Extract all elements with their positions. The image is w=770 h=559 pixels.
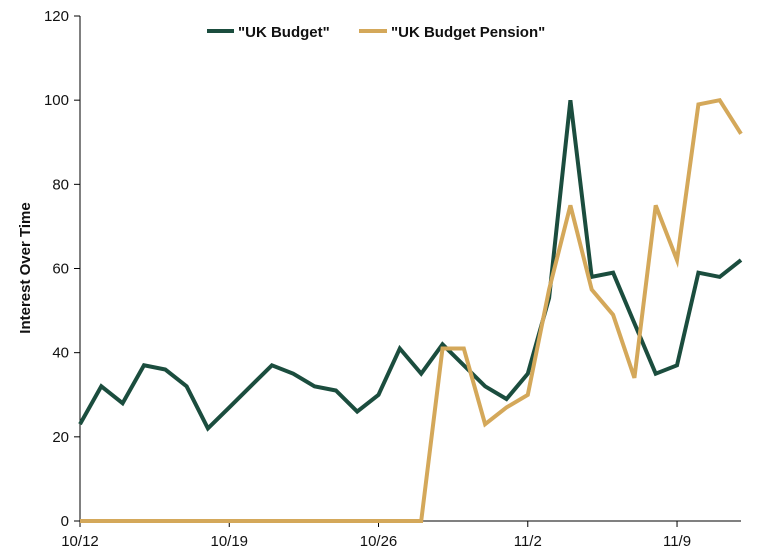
y-tick-label: 20: [52, 429, 69, 446]
y-tick-label: 40: [52, 345, 69, 362]
y-tick-label: 60: [52, 261, 69, 278]
legend-label-uk-budget: "UK Budget": [238, 24, 330, 41]
axes: [79, 16, 741, 522]
x-tick-label: 11/2: [514, 533, 542, 550]
legend-label-uk-budget-pension: "UK Budget Pension": [391, 24, 545, 41]
x-tick-label: 10/26: [360, 533, 398, 550]
y-tick-label: 120: [44, 8, 69, 25]
y-ticks: 0 20 40 60 80 100 120: [44, 8, 80, 530]
y-tick-label: 100: [44, 92, 69, 109]
x-ticks: 10/12 10/19 10/26 11/2 11/9: [61, 521, 691, 550]
x-tick-label: 10/12: [61, 533, 99, 550]
series-line-0: [78, 99, 743, 432]
y-tick-label: 80: [52, 176, 69, 193]
y-tick-label: 0: [61, 513, 69, 530]
y-axis-title: Interest Over Time: [17, 202, 34, 333]
x-tick-label: 11/9: [663, 533, 691, 550]
x-tick-label: 10/19: [210, 533, 248, 550]
legend: "UK Budget" "UK Budget Pension": [207, 24, 545, 41]
series-lines: [78, 97, 743, 523]
series-line-1: [80, 97, 743, 523]
